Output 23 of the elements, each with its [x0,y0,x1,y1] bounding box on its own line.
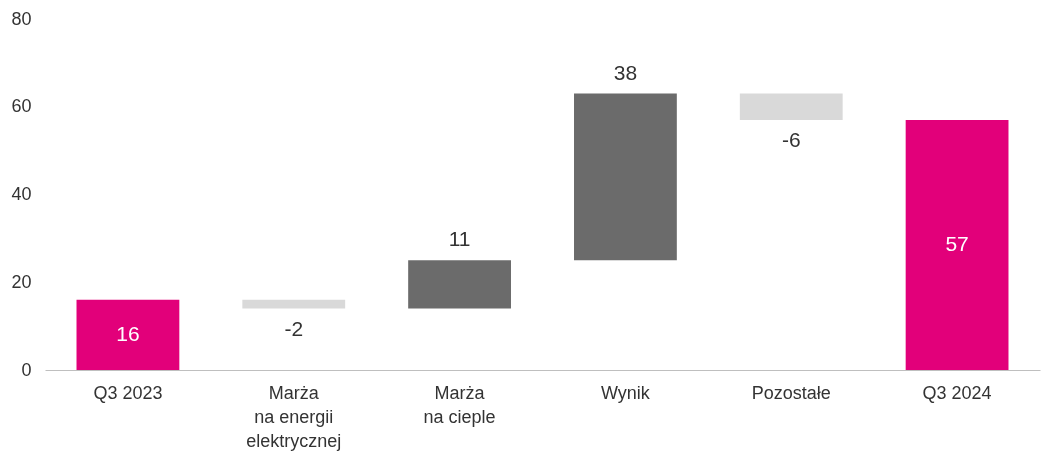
x-tick-label: Pozostałe [751,382,831,403]
bar [574,93,677,261]
y-tick-label: 20 [11,271,32,292]
y-tick-label: 0 [21,359,32,380]
bar [739,93,843,120]
y-tick-label: 60 [11,96,32,117]
data-label: -6 [781,127,801,151]
x-tick-label: Wynik [600,382,651,403]
bar [408,260,511,309]
x-tick-label: Marża na energii elektrycznej [246,382,342,451]
data-label: 38 [613,60,638,84]
y-tick-label: 40 [11,184,32,204]
data-label: 57 [945,231,969,255]
x-tick-label: Marża na cieple [423,382,496,427]
data-label: 11 [448,227,471,251]
bar [76,299,180,370]
bar [242,299,346,309]
bar [905,119,1009,370]
x-tick-label: Q3 2023 [93,382,163,403]
x-tick-label: Q3 2024 [922,382,992,403]
data-label: 16 [116,321,140,345]
y-tick-label: 80 [11,8,32,29]
data-label: -2 [284,316,304,340]
